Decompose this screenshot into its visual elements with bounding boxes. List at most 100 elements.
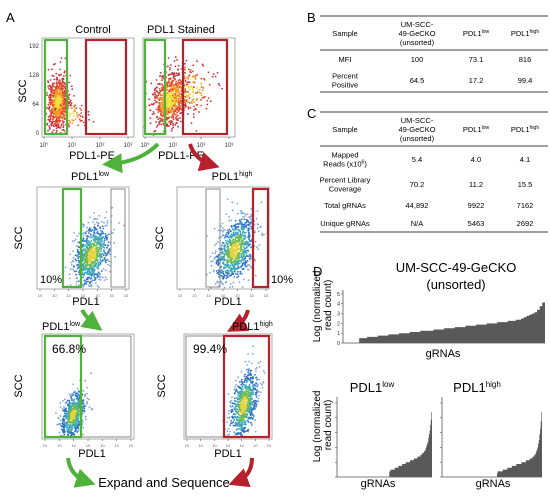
scatter-point (194, 76, 197, 79)
scatter-point (238, 259, 240, 262)
scatter-point (261, 234, 263, 237)
scatter-point (186, 81, 189, 84)
scatter-point (53, 86, 56, 88)
scatter-point (84, 415, 87, 418)
scatter-point (80, 109, 83, 112)
x-tick-label: 10 (185, 443, 190, 448)
scatter-point (57, 123, 60, 126)
small-low-x-label: gRNAs (361, 478, 396, 490)
scatter-point (239, 222, 242, 224)
scatter-point (171, 104, 173, 106)
scatter-point (233, 419, 236, 421)
scatter-point (166, 101, 168, 104)
scatter-point (89, 274, 92, 276)
scatter-point (60, 87, 63, 90)
x-tick-label: 10 (81, 293, 86, 298)
scatter-point (91, 261, 93, 264)
scatter-point (216, 272, 219, 274)
scatter-point (88, 248, 90, 251)
scatter-point (91, 235, 94, 238)
scatter-point (81, 245, 84, 248)
scatter-point (96, 218, 99, 220)
scatter-point (185, 85, 187, 88)
scatter-point (217, 229, 220, 232)
scatter-point (74, 118, 77, 120)
scatter-point (97, 232, 100, 235)
scatter-point (242, 399, 245, 402)
scatter-point (73, 108, 76, 111)
scatter-point (250, 416, 253, 419)
scatter-point (177, 87, 180, 90)
green-arrow-2 (80, 308, 103, 331)
scatter-point (79, 119, 82, 122)
scatter-point (242, 228, 245, 231)
scatter-point (86, 256, 89, 258)
scatter-point (57, 82, 60, 84)
scatter-point (78, 246, 80, 249)
scatter-point (78, 284, 80, 287)
scatter-point (72, 422, 74, 425)
scatter-point (168, 92, 171, 95)
scatter-point (100, 255, 103, 258)
scatter-point (177, 119, 180, 122)
scatter-point (170, 80, 173, 83)
scatter-point (232, 241, 234, 244)
scatter-point (48, 119, 51, 122)
scatter-point (175, 87, 178, 89)
scatter-point (63, 415, 66, 418)
scatter-point (250, 411, 253, 414)
scatter-point (77, 421, 80, 424)
scatter-point (246, 213, 249, 216)
scatter-point (247, 429, 250, 431)
scatter-point (231, 209, 234, 212)
scatter-point (171, 92, 174, 95)
scatter-point (202, 87, 205, 89)
scatter-point (174, 56, 177, 58)
scatter-point (68, 114, 71, 116)
scatter-point (77, 414, 80, 417)
scatter-point (214, 252, 217, 255)
scatter-point (63, 426, 66, 428)
scatter-point (248, 408, 251, 411)
scatter-point (200, 77, 203, 80)
scatter-point (178, 72, 180, 74)
scatter-point (233, 270, 236, 273)
scatter-point (93, 257, 95, 260)
scatter-point (244, 394, 247, 397)
scatter-point (212, 73, 215, 75)
scatter-point (179, 104, 181, 107)
scatter-point (228, 416, 231, 419)
scatter-point (73, 413, 76, 416)
scatter-point (171, 88, 173, 91)
scatter-point (105, 259, 108, 262)
scatter-point (250, 267, 253, 269)
scatter-point (93, 229, 96, 232)
table-cell: Percent Positive (332, 72, 359, 90)
scatter-point (73, 95, 75, 97)
x-tick-label: 10 (212, 443, 217, 448)
scatter-point (178, 94, 180, 97)
scatter-point (257, 362, 260, 365)
scatter-point (75, 414, 78, 417)
scatter-point (185, 59, 188, 62)
scatter-point (237, 252, 240, 255)
scatter-point (241, 212, 244, 215)
scatter-point (221, 241, 224, 244)
scatter-point (245, 387, 247, 390)
scatter-point (230, 225, 233, 228)
scatter-point (250, 398, 253, 401)
scatter-point (191, 99, 194, 102)
scatter-point (243, 375, 246, 377)
scatter-point (86, 400, 88, 403)
row2-low-title: PDL1low (71, 171, 110, 183)
scatter-point (187, 94, 190, 96)
scatter-point (76, 248, 79, 251)
scatter-point (241, 243, 244, 246)
scatter-point (69, 408, 72, 411)
scatter-point (229, 404, 232, 407)
y-tick-label: 0 (36, 131, 40, 137)
scatter-point (84, 379, 87, 382)
scatter-point (91, 279, 94, 282)
scatter-point (227, 393, 230, 395)
x-tick-label: 10 (52, 293, 57, 298)
